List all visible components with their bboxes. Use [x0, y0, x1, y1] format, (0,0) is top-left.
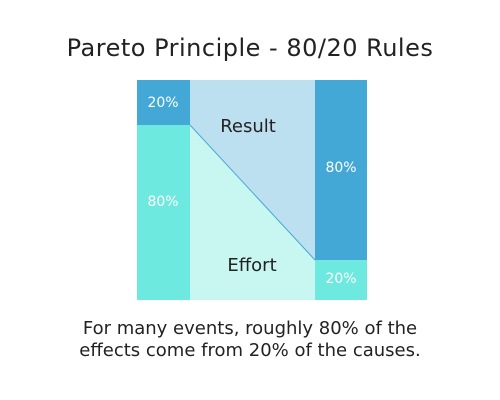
- caption-line-2: effects come from 20% of the causes.: [79, 340, 421, 361]
- right-bar-bottom-label: 20%: [325, 271, 356, 287]
- result-label: Result: [220, 116, 276, 137]
- effort-region: [190, 125, 315, 300]
- left-bar-bottom-label: 80%: [147, 194, 178, 210]
- left-bar-bottom: [137, 125, 190, 300]
- right-bar-top-label: 80%: [325, 160, 356, 176]
- result-upper-region: [190, 80, 315, 260]
- caption: For many events, roughly 80% of the effe…: [0, 318, 500, 362]
- diagram-title: Pareto Principle - 80/20 Rules: [66, 34, 434, 62]
- left-bar-top: [137, 80, 190, 125]
- right-bar-bottom: [315, 260, 367, 300]
- divider-line: [189, 124, 316, 261]
- right-bar-top: [315, 80, 367, 260]
- effort-label: Effort: [227, 255, 276, 276]
- left-bar-top-label: 20%: [147, 95, 178, 111]
- caption-line-1: For many events, roughly 80% of the: [82, 318, 418, 339]
